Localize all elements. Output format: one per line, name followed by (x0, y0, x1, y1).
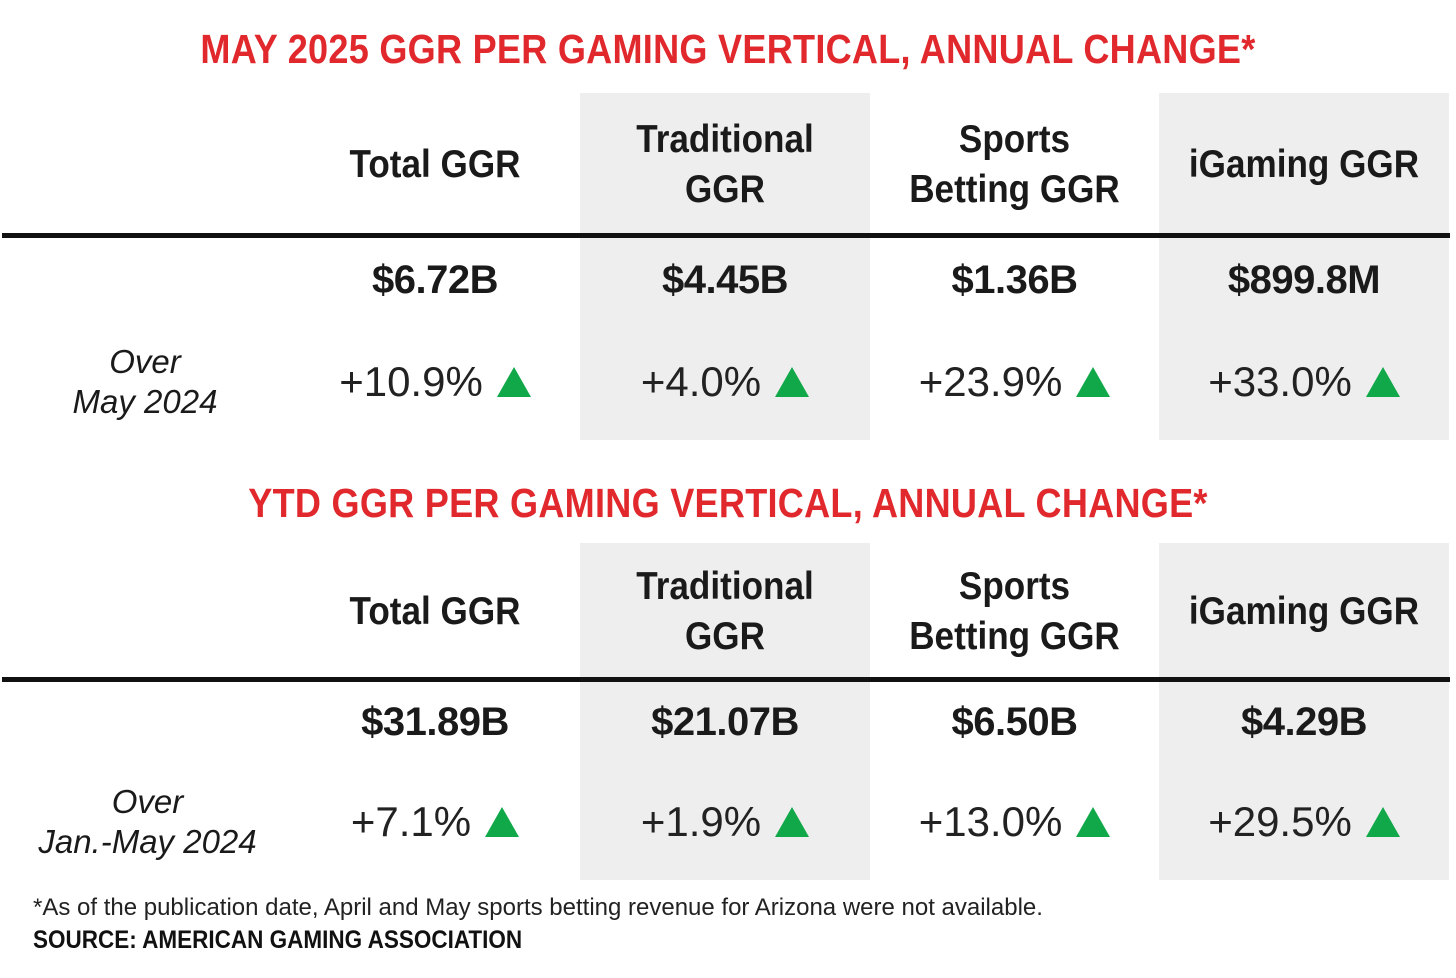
value-total-ggr: $6.72B (372, 257, 498, 302)
period-line2: Jan.-May 2024 (38, 823, 257, 860)
value-igaming-ggr: $4.29B (1241, 699, 1367, 744)
change-value: +33.0% (1208, 358, 1352, 405)
triangle-up-icon (1365, 807, 1400, 837)
period-line2: May 2024 (72, 383, 218, 420)
header-line1: Traditional (636, 565, 814, 608)
change-value: +13.0% (918, 798, 1063, 845)
change-total-ggr: +7.1% (290, 790, 580, 854)
triangle-up-icon (1076, 807, 1111, 837)
header-traditional-ggr: Traditional GGR (595, 95, 856, 235)
period-label: Over Jan.-May 2024 (10, 782, 285, 862)
triangle-up-icon (775, 807, 810, 837)
header-total-ggr: Total GGR (305, 545, 566, 679)
period-label: Over May 2024 (20, 342, 270, 422)
period-line1: Over (111, 783, 184, 820)
header-igaming-ggr: iGaming GGR (1174, 545, 1435, 679)
header-line1: Sports (958, 565, 1071, 608)
change-value: +4.0% (640, 358, 762, 405)
triangle-up-icon (496, 367, 531, 397)
header-igaming-ggr: iGaming GGR (1174, 95, 1435, 235)
shade-col-igaming (1159, 543, 1449, 880)
change-total-ggr: +10.9% (290, 350, 580, 414)
period-line1: Over (109, 343, 181, 380)
table-may-2025: MAY 2025 GGR PER GAMING VERTICAL, ANNUAL… (0, 0, 1456, 450)
change-traditional-ggr: +4.0% (580, 350, 870, 414)
header-line2: GGR (685, 615, 765, 658)
value-igaming-ggr: $899.8M (1227, 257, 1381, 302)
value-sports-betting-ggr: $6.50B (951, 699, 1078, 744)
change-value: +23.9% (918, 358, 1063, 405)
value-traditional-ggr: $4.45B (662, 257, 788, 302)
header-sports-betting-ggr: Sports Betting GGR (884, 545, 1144, 679)
shade-col-traditional (580, 543, 870, 880)
value-sports-betting-ggr: $1.36B (951, 257, 1078, 302)
change-igaming-ggr: +29.5% (1159, 790, 1449, 854)
header-traditional-ggr: Traditional GGR (595, 545, 856, 679)
change-sports-betting-ggr: +23.9% (870, 350, 1159, 414)
table-title: YTD GGR PER GAMING VERTICAL, ANNUAL CHAN… (248, 480, 1208, 526)
header-line1: Total GGR (349, 590, 521, 633)
header-line1: Sports (958, 118, 1071, 161)
header-line1: Traditional (636, 118, 814, 161)
change-value: +1.9% (640, 798, 762, 845)
triangle-up-icon (1076, 367, 1111, 397)
change-value: +7.1% (350, 798, 472, 845)
header-line1: Total GGR (349, 143, 521, 186)
change-value: +29.5% (1208, 798, 1352, 845)
header-line2: GGR (685, 168, 765, 211)
shade-col-traditional (580, 93, 870, 440)
triangle-up-icon (775, 367, 810, 397)
triangle-up-icon (1365, 367, 1400, 397)
triangle-up-icon (485, 807, 520, 837)
header-line1: iGaming GGR (1188, 590, 1420, 633)
value-total-ggr: $31.89B (361, 699, 509, 744)
header-total-ggr: Total GGR (305, 95, 566, 235)
table-title: MAY 2025 GGR PER GAMING VERTICAL, ANNUAL… (200, 26, 1256, 72)
change-sports-betting-ggr: +13.0% (870, 790, 1159, 854)
header-rule (2, 677, 1450, 682)
header-line1: iGaming GGR (1188, 143, 1420, 186)
change-igaming-ggr: +33.0% (1159, 350, 1449, 414)
header-line2: Betting GGR (909, 168, 1120, 211)
header-sports-betting-ggr: Sports Betting GGR (884, 95, 1144, 235)
header-line2: Betting GGR (909, 615, 1120, 658)
shade-col-igaming (1159, 93, 1449, 440)
source-credit: SOURCE: AMERICAN GAMING ASSOCIATION (33, 926, 523, 954)
value-traditional-ggr: $21.07B (651, 699, 799, 744)
change-traditional-ggr: +1.9% (580, 790, 870, 854)
footnote: *As of the publication date, April and M… (33, 894, 1043, 921)
change-value: +10.9% (339, 358, 483, 405)
header-rule (2, 233, 1450, 238)
